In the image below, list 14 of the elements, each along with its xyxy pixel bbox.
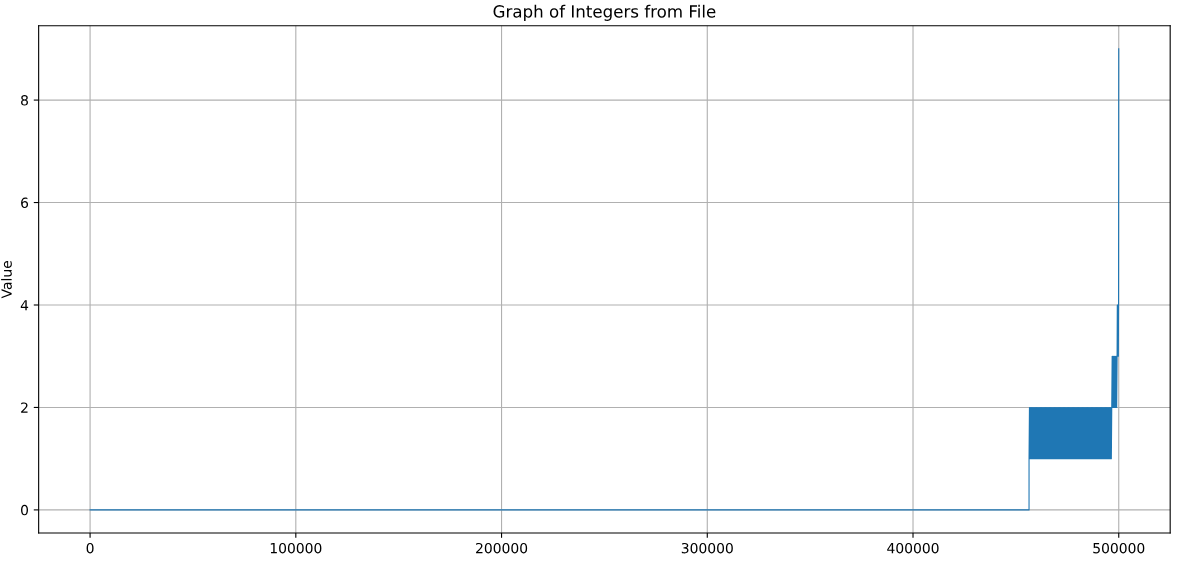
chart-title: Graph of Integers from File — [493, 4, 716, 21]
x-tick-label: 400000 — [887, 542, 939, 554]
y-axis-title: Value — [1, 261, 12, 299]
y-tick-label: 8 — [21, 95, 28, 106]
y-tick-label: 2 — [21, 402, 28, 413]
x-tick-label: 300000 — [681, 542, 733, 554]
x-tick-label: 200000 — [476, 542, 528, 554]
x-tick-label: 100000 — [270, 542, 322, 554]
y-tick-label: 6 — [21, 197, 29, 209]
x-tick-label: 0 — [86, 542, 94, 554]
y-tick-label: 0 — [21, 504, 29, 516]
line-series — [89, 48, 1120, 511]
y-tick-label: 4 — [20, 300, 29, 311]
x-tick-label: 500000 — [1093, 542, 1145, 554]
